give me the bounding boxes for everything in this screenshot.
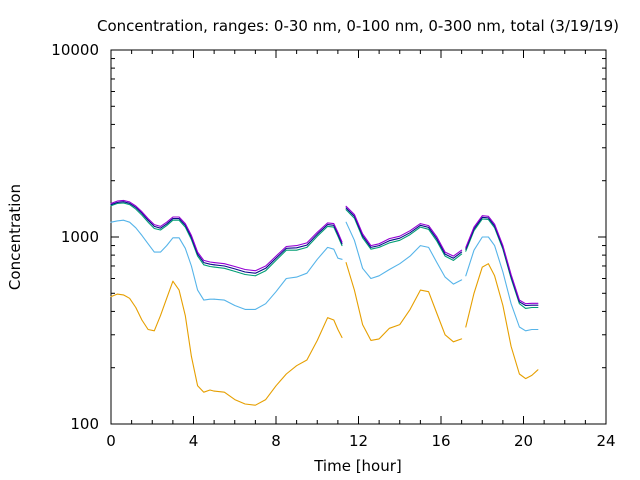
x-tick-label: 16 — [431, 432, 450, 450]
x-tick-label: 24 — [596, 432, 615, 450]
series-3-line — [110, 202, 215, 268]
axis-ticks — [110, 49, 607, 425]
series-5-line — [213, 222, 343, 272]
series-1-line — [213, 317, 343, 406]
plot-frame — [110, 49, 607, 425]
series-2-line — [213, 246, 343, 310]
series-3-line — [345, 209, 463, 261]
series-4-line — [345, 207, 463, 259]
series-2-line — [345, 221, 463, 285]
series-4-line — [465, 216, 539, 307]
series-5-line — [110, 199, 215, 264]
y-tick-label: 100 — [70, 415, 99, 433]
x-axis-label: Time [hour] — [313, 457, 402, 475]
series-1-line — [465, 263, 539, 380]
y-tick-label: 1000 — [61, 228, 99, 246]
tick-labels: 0 4 8 12 16 20 24 100 1000 10000 — [51, 41, 615, 450]
x-tick-label: 20 — [514, 432, 533, 450]
y-tick-label: 10000 — [51, 41, 99, 59]
series-3-line — [213, 225, 343, 277]
series-1-line — [110, 280, 215, 393]
series-3-line — [465, 218, 539, 309]
chart-title: Concentration, ranges: 0-30 nm, 0-100 nm… — [97, 17, 619, 35]
x-tick-label: 0 — [106, 432, 116, 450]
series-4-line — [213, 224, 343, 274]
y-axis-label: Concentration — [6, 184, 24, 290]
series-5-line — [465, 215, 539, 305]
series-4-line — [110, 201, 215, 266]
x-tick-label: 4 — [189, 432, 199, 450]
series-2-line — [110, 219, 215, 301]
series-layer — [110, 199, 539, 406]
series-1-line — [345, 262, 463, 343]
series-2-line — [465, 236, 539, 332]
series-5-line — [345, 205, 463, 257]
x-tick-label: 12 — [349, 432, 368, 450]
x-tick-label: 8 — [271, 432, 281, 450]
